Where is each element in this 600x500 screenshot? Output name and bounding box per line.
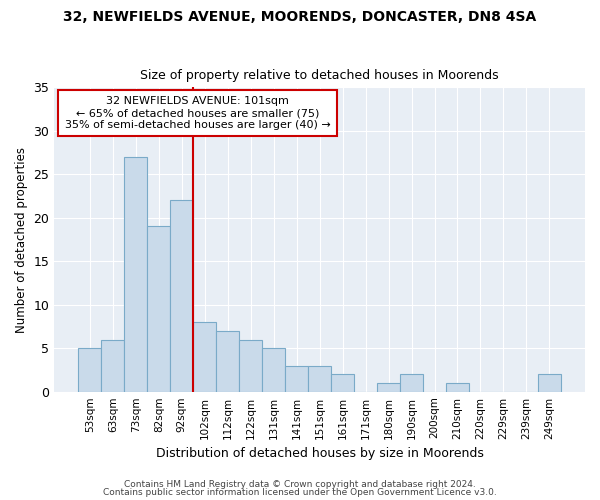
Bar: [400, 374, 423, 392]
Bar: [239, 340, 262, 392]
Bar: [148, 226, 170, 392]
Bar: [216, 331, 239, 392]
Bar: [446, 383, 469, 392]
Title: Size of property relative to detached houses in Moorends: Size of property relative to detached ho…: [140, 69, 499, 82]
Bar: [538, 374, 561, 392]
Text: 32, NEWFIELDS AVENUE, MOORENDS, DONCASTER, DN8 4SA: 32, NEWFIELDS AVENUE, MOORENDS, DONCASTE…: [64, 10, 536, 24]
Text: 32 NEWFIELDS AVENUE: 101sqm
← 65% of detached houses are smaller (75)
35% of sem: 32 NEWFIELDS AVENUE: 101sqm ← 65% of det…: [65, 96, 331, 130]
Text: Contains public sector information licensed under the Open Government Licence v3: Contains public sector information licen…: [103, 488, 497, 497]
Y-axis label: Number of detached properties: Number of detached properties: [15, 146, 28, 332]
X-axis label: Distribution of detached houses by size in Moorends: Distribution of detached houses by size …: [156, 447, 484, 460]
Bar: [101, 340, 124, 392]
Text: Contains HM Land Registry data © Crown copyright and database right 2024.: Contains HM Land Registry data © Crown c…: [124, 480, 476, 489]
Bar: [79, 348, 101, 392]
Bar: [170, 200, 193, 392]
Bar: [193, 322, 216, 392]
Bar: [124, 157, 148, 392]
Bar: [285, 366, 308, 392]
Bar: [308, 366, 331, 392]
Bar: [377, 383, 400, 392]
Bar: [331, 374, 354, 392]
Bar: [262, 348, 285, 392]
